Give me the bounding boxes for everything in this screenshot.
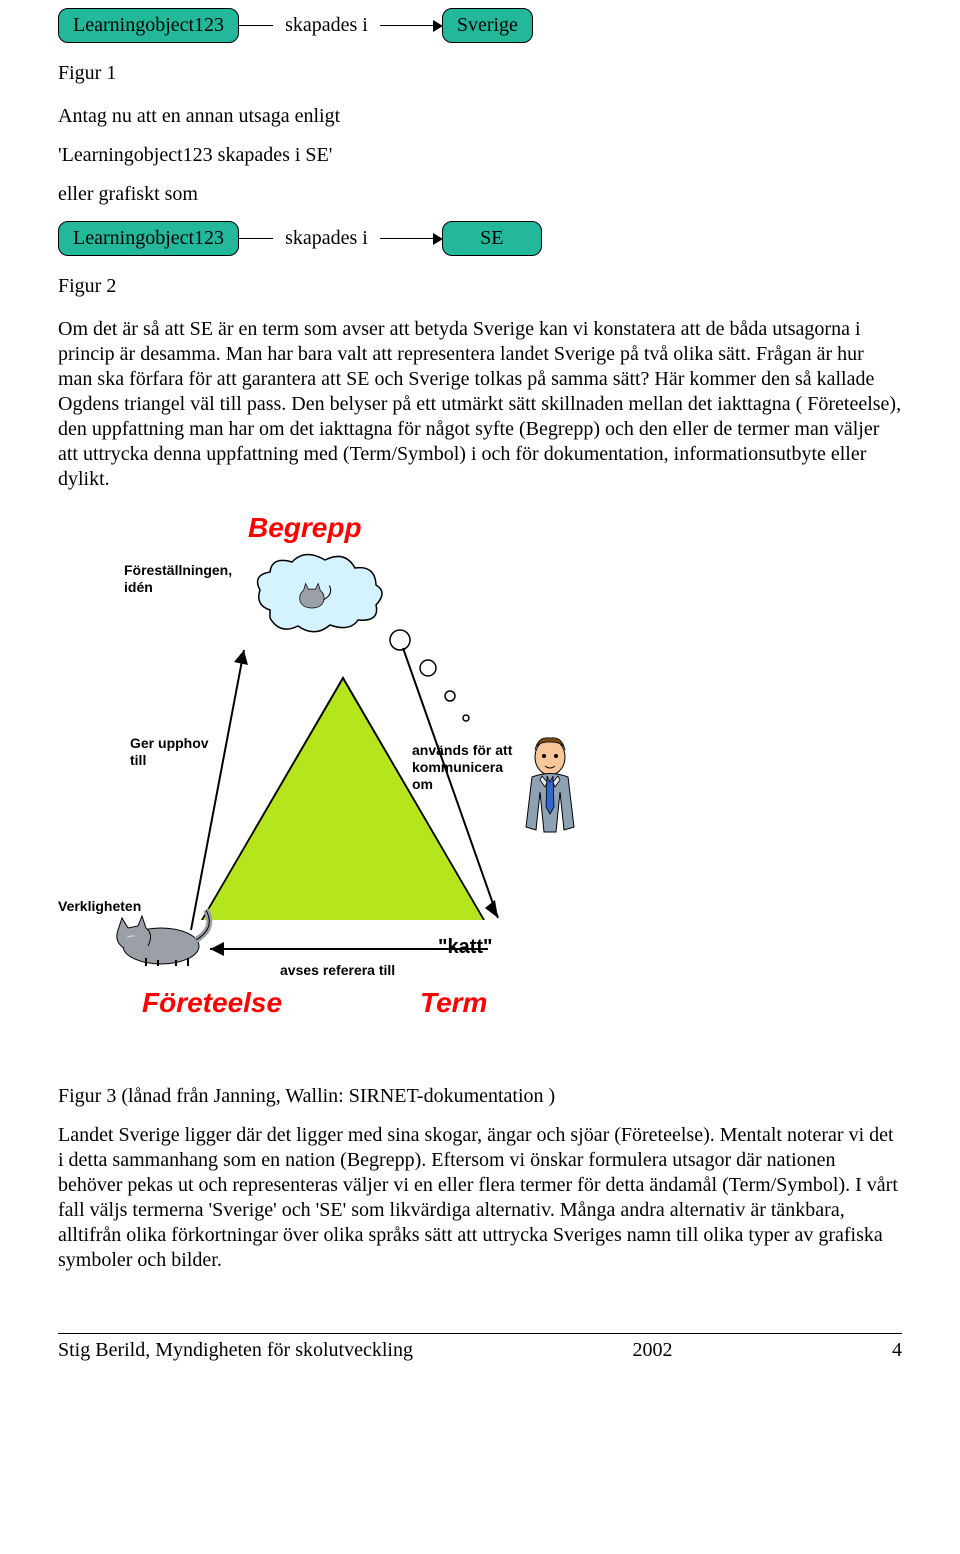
ogden-left-edge-label: Ger upphov till	[130, 735, 209, 769]
graph1-left-node: Learningobject123	[58, 8, 239, 43]
ogden-top-label: Begrepp	[248, 510, 362, 545]
figure-1-caption: Figur 1	[58, 61, 902, 86]
ogden-triangle-diagram: Begrepp Föreställningen, idén	[58, 510, 618, 1070]
right-edge-line3: om	[412, 776, 433, 792]
footer-right: 4	[892, 1338, 902, 1363]
right-edge-line2: kommunicera	[412, 759, 503, 775]
graph2-relation-label: skapades i	[273, 226, 380, 251]
ogden-bottom-right-label: Term	[420, 985, 487, 1020]
paragraph-1: Antag nu att en annan utsaga enligt	[58, 104, 902, 129]
person-icon	[510, 732, 590, 852]
right-edge-line1: används för att	[412, 742, 512, 758]
footer-center: 2002	[632, 1338, 672, 1363]
connector-line	[239, 25, 273, 27]
graph-figure-2: Learningobject123 skapades i SE	[58, 221, 902, 256]
connector-line	[239, 238, 273, 240]
arrow-line	[380, 25, 442, 27]
ogden-bottom-edge-label: avses referera till	[280, 962, 395, 980]
arrow-line	[380, 238, 442, 240]
ogden-right-edge-label: används för att kommunicera om	[412, 742, 512, 792]
thought-cloud-icon	[250, 550, 390, 635]
left-edge-line1: Ger upphov	[130, 735, 209, 751]
graph-figure-1: Learningobject123 skapades i Sverige	[58, 8, 902, 43]
forest-line1: Föreställningen,	[124, 562, 232, 578]
graph2-left-node: Learningobject123	[58, 221, 239, 256]
forest-line2: idén	[124, 579, 153, 595]
ogden-katt-label: "katt"	[438, 935, 493, 960]
cat-icon	[106, 898, 216, 968]
paragraph-4: Landet Sverige ligger där det ligger med…	[58, 1123, 902, 1273]
graph1-right-node: Sverige	[442, 8, 533, 43]
left-edge-line2: till	[130, 752, 146, 768]
ogden-forestall-label: Föreställningen, idén	[124, 562, 232, 596]
footer-left: Stig Berild, Myndigheten för skolutveckl…	[58, 1338, 413, 1363]
paragraph-2: eller grafiskt som	[58, 182, 902, 207]
ogden-bottom-left-label: Företeelse	[142, 985, 282, 1020]
figure-2-caption: Figur 2	[58, 274, 902, 299]
left-arrow-icon	[166, 640, 256, 940]
figure-3-caption: Figur 3 (lånad från Janning, Wallin: SIR…	[58, 1084, 902, 1109]
quoted-statement-1: 'Learningobject123 skapades i SE'	[58, 143, 902, 168]
paragraph-3: Om det är så att SE är en term som avser…	[58, 317, 902, 492]
page-footer: Stig Berild, Myndigheten för skolutveckl…	[58, 1333, 902, 1363]
graph1-relation-label: skapades i	[273, 13, 380, 38]
graph2-right-node: SE	[442, 221, 542, 256]
